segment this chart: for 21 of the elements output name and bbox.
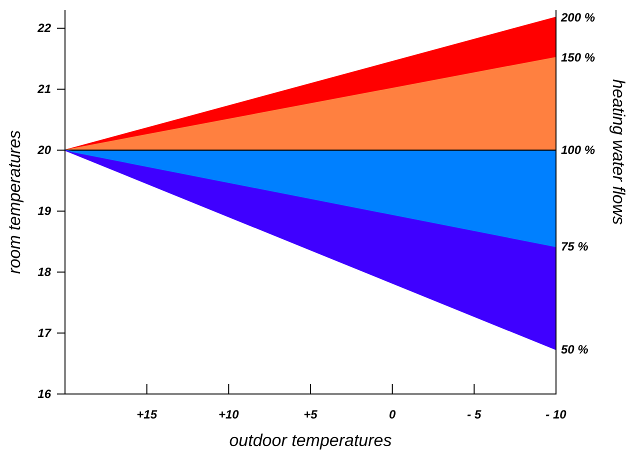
x-tick-label: - 10 — [546, 408, 567, 422]
x-tick-label: +10 — [218, 408, 240, 422]
x-tick-label: +5 — [304, 408, 318, 422]
x-tick-label: +15 — [136, 408, 158, 422]
y-tick-label: 18 — [38, 264, 52, 279]
x-axis-title: outdoor temperatures — [229, 431, 392, 450]
y-tick-label: 19 — [38, 204, 52, 218]
series-label: 50 % — [561, 342, 589, 357]
x-tick-label: 0 — [388, 408, 396, 422]
series-label: 75 % — [561, 239, 589, 254]
y2-axis-title: heating water flows — [609, 79, 627, 226]
y-tick-label: 22 — [36, 21, 52, 36]
series-label: 150 % — [561, 50, 596, 65]
y-tick-label: 21 — [36, 82, 52, 96]
y-tick-label: 17 — [38, 326, 52, 340]
y-tick-label: 20 — [36, 143, 52, 158]
y-tick-label: 16 — [38, 386, 52, 401]
y-axis-title: room temperatures — [5, 130, 24, 274]
series-label: 200 % — [560, 10, 596, 24]
series-label: 100 % — [561, 143, 596, 158]
x-tick-label: - 5 — [467, 408, 482, 422]
